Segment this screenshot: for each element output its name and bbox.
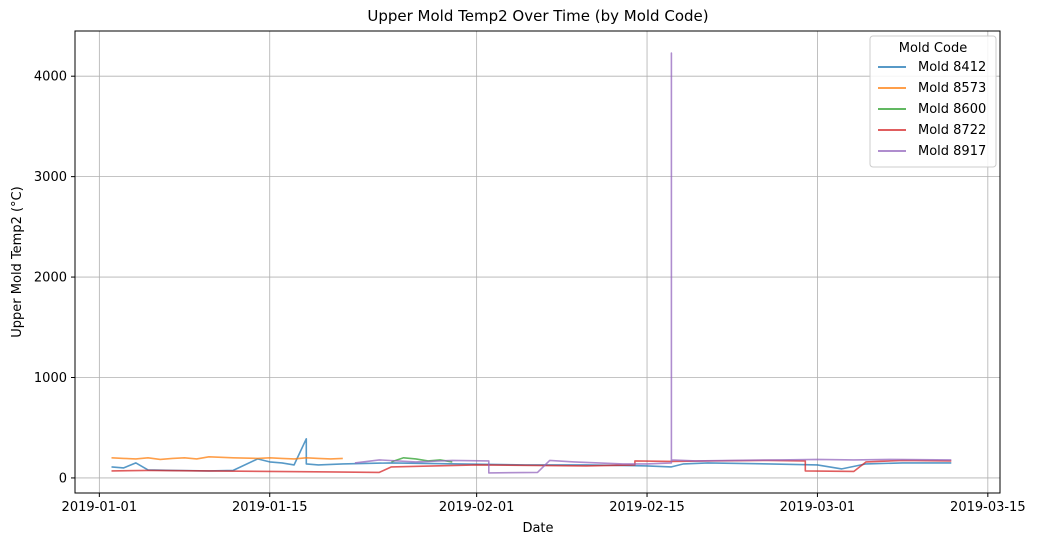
legend-item-label: Mold 8573 bbox=[918, 81, 986, 96]
legend-item-label: Mold 8600 bbox=[918, 102, 986, 117]
legend-item-label: Mold 8412 bbox=[918, 60, 986, 75]
y-tick-label: 1000 bbox=[34, 371, 67, 386]
x-tick-label: 2019-03-15 bbox=[950, 500, 1026, 515]
grid-layer bbox=[75, 31, 1000, 493]
series-line-mold-8573 bbox=[111, 455, 343, 461]
x-tick-label: 2019-02-15 bbox=[609, 500, 685, 515]
x-tick-label: 2019-02-01 bbox=[439, 500, 515, 515]
legend: Mold Code Mold 8412 Mold 8573 Mold 8600 Mol… bbox=[869, 35, 997, 168]
y-tick-label: 4000 bbox=[34, 70, 67, 85]
y-tick-label: 3000 bbox=[34, 170, 67, 185]
chart-title: Upper Mold Temp2 Over Time (by Mold Code… bbox=[367, 7, 708, 25]
x-tick-labels: 2019-01-01 2019-01-15 2019-02-01 2019-02-15… bbox=[62, 493, 1026, 515]
x-axis-label: Date bbox=[522, 521, 553, 536]
x-tick-label: 2019-01-01 bbox=[62, 500, 138, 515]
y-axis-label: Upper Mold Temp2 (°C) bbox=[10, 186, 25, 337]
y-tick-label: 0 bbox=[59, 471, 67, 486]
x-tick-label: 2019-03-01 bbox=[780, 500, 856, 515]
y-tick-label: 2000 bbox=[34, 271, 67, 286]
series-line-mold-8722 bbox=[111, 459, 952, 474]
x-tick-label: 2019-01-15 bbox=[232, 500, 308, 515]
y-tick-labels: 0 1000 2000 3000 4000 bbox=[34, 70, 75, 486]
plot-frame bbox=[74, 30, 1001, 494]
legend-item-label: Mold 8917 bbox=[918, 144, 986, 159]
legend-item-label: Mold 8722 bbox=[918, 123, 986, 138]
legend-title: Mold Code bbox=[899, 41, 967, 56]
series-line-mold-8917 bbox=[354, 52, 952, 474]
legend-box bbox=[869, 35, 997, 168]
series-layer bbox=[111, 52, 952, 474]
